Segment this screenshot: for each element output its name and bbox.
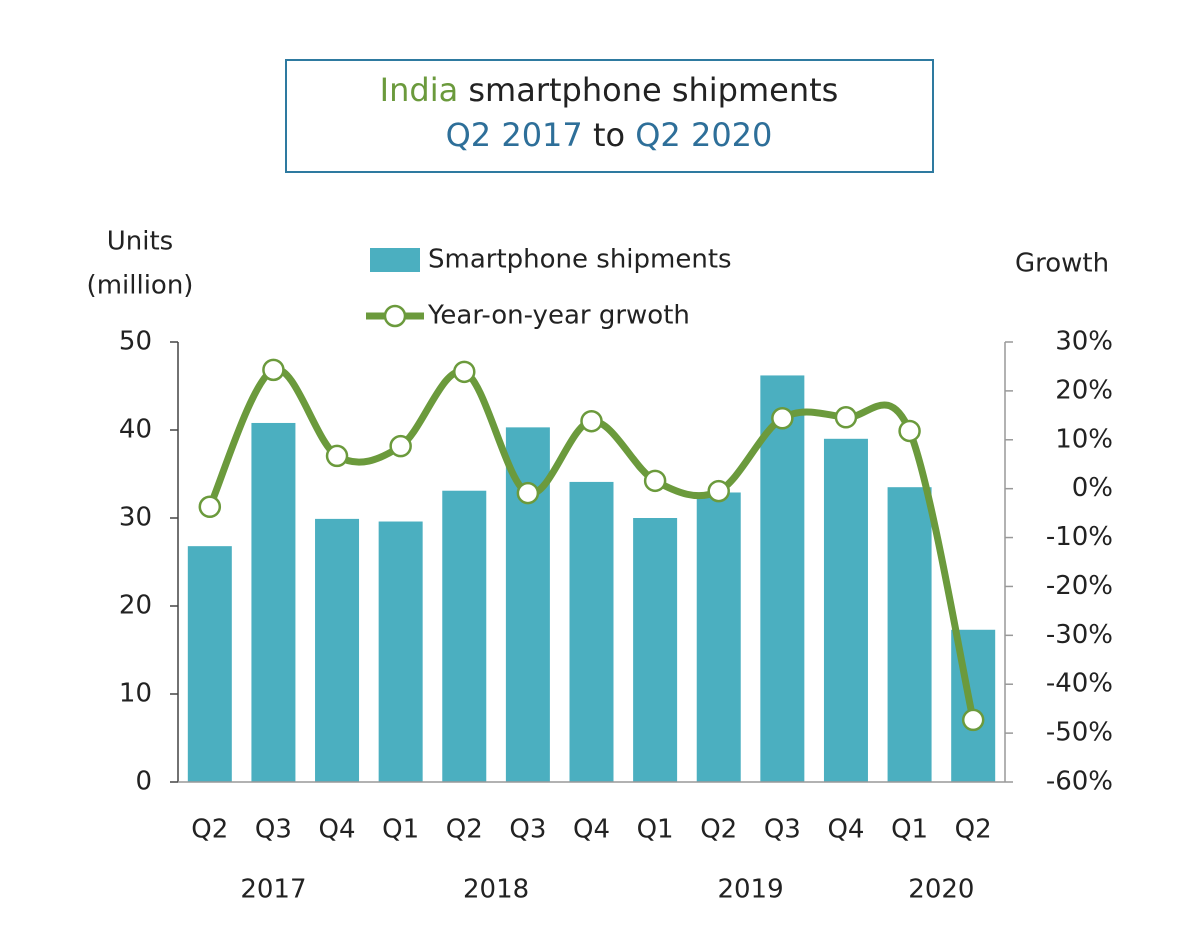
line-marker [961,708,985,732]
y2-tick-label: -30% [1046,620,1113,650]
y2-tick-label: 0% [1072,473,1113,503]
line-marker [643,469,667,493]
x-tick-label: Q3 [509,815,546,845]
bar [633,518,678,782]
x-tick-label: Q2 [446,815,483,845]
line-marker [262,358,285,382]
x-tick-label: Q2 [955,815,992,845]
y2-tick-label: 30% [1055,327,1113,357]
line-marker [771,407,794,430]
y-tick-label: 10 [119,679,152,709]
title-segment: smartphone shipments [458,71,838,109]
bar [505,427,550,782]
line-marker [898,419,921,443]
x-group-label: 2017 [240,875,306,905]
bar [187,546,232,782]
title-segment: Q2 2017 [446,116,583,154]
x-tick-label: Q4 [319,815,356,845]
title-segment: Q2 2020 [635,116,772,154]
y2-tick-label: 20% [1055,375,1113,405]
line-marker [580,409,603,433]
x-tick-label: Q4 [827,815,864,845]
y2-tick-label: -20% [1046,571,1113,601]
line-marker [707,479,730,503]
y2-tick-label: -60% [1046,767,1113,797]
bar [823,438,868,782]
chart-subtitle: Q2 2017 to Q2 2020 [446,116,773,154]
title-segment: India [380,71,459,109]
bar [378,521,423,782]
line-marker [389,434,412,458]
line-marker [198,495,222,519]
y-tick-label: 50 [119,327,152,357]
x-tick-label: Q1 [891,815,928,845]
line-marker [834,406,858,429]
line-marker [516,481,540,505]
y2-tick-label: -40% [1046,669,1113,699]
x-group-label: 2018 [463,875,529,905]
y2-tick-label: -50% [1046,718,1113,748]
legend-marker [383,304,407,328]
x-tick-label: Q2 [700,815,737,845]
bar [760,375,805,782]
chart-title: India smartphone shipments [380,71,839,109]
x-tick-label: Q4 [573,815,610,845]
x-group-label: 2020 [908,875,974,905]
y-tick-label: 30 [119,503,152,533]
line-marker [453,360,476,384]
legend-swatch [370,248,420,272]
title-box [285,59,934,173]
bar [442,490,487,782]
bar [696,492,741,782]
legend-label: Smartphone shipments [428,245,732,275]
x-group-label: 2019 [717,875,783,905]
x-tick-label: Q2 [191,815,228,845]
y2-axis-label: Growth [1015,249,1109,279]
x-tick-label: Q1 [637,815,674,845]
bar [569,481,614,782]
y-tick-label: 20 [119,591,152,621]
legend-label: Year-on-year grwoth [427,301,690,331]
bar [315,518,360,782]
y2-tick-label: 10% [1055,424,1113,454]
bar [887,487,932,782]
bar [251,422,296,782]
y-axis-label: (million) [87,271,194,301]
y2-tick-label: -10% [1046,522,1113,552]
y-axis-label: Units [107,227,173,257]
title-segment: to [583,116,635,154]
x-tick-label: Q1 [382,815,419,845]
x-tick-label: Q3 [255,815,292,845]
x-tick-label: Q3 [764,815,801,845]
line-marker [325,444,349,468]
y-tick-label: 40 [119,415,152,445]
y-tick-label: 0 [135,767,152,797]
